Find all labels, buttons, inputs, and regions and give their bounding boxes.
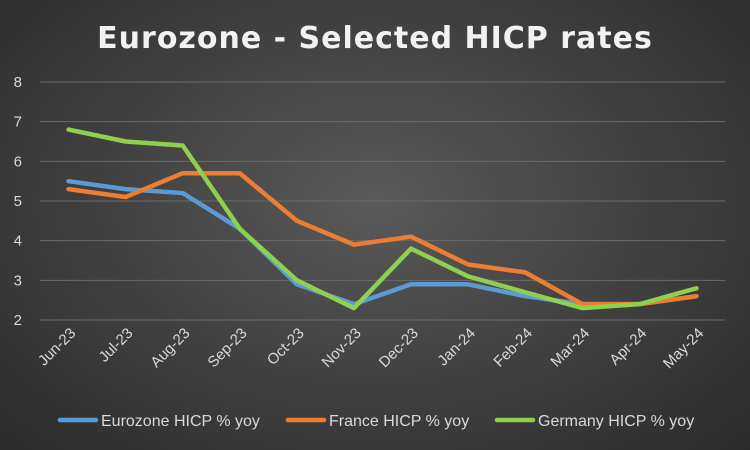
y-tick-label: 6 <box>14 153 22 170</box>
x-axis-ticks: Jun-23 Jul-23 Aug-23 Sep-23 Oct-23 Nov-23 Dec-… <box>35 325 707 372</box>
y-tick-label: 5 <box>14 193 22 210</box>
legend-label: France HICP % yoy <box>329 413 469 430</box>
x-tick-label: Jan-24 <box>434 325 478 369</box>
y-tick-label: 2 <box>14 312 22 329</box>
y-tick-label: 8 <box>14 74 22 91</box>
legend-label: Eurozone HICP % yoy <box>101 413 260 430</box>
x-tick-label: Mar-24 <box>548 325 594 371</box>
legend: Eurozone HICP % yoy France HICP % yoy Germ… <box>57 413 694 430</box>
legend-label: Germany HICP % yoy <box>538 413 694 430</box>
x-tick-label: Aug-23 <box>147 325 193 371</box>
gridlines <box>40 81 725 321</box>
x-tick-label: Apr-24 <box>606 325 650 369</box>
x-tick-label: Sep-23 <box>204 325 250 371</box>
x-tick-label: Nov-23 <box>319 325 365 371</box>
chart-title: Eurozone - Selected HICP rates <box>97 21 653 56</box>
y-axis-ticks: 2 3 4 5 6 7 8 <box>14 74 22 329</box>
x-tick-label: Jul-23 <box>96 325 137 366</box>
x-tick-label: Feb-24 <box>490 325 536 371</box>
y-tick-label: 4 <box>14 233 22 250</box>
series-lines <box>66 127 699 311</box>
x-tick-label: Dec-23 <box>376 325 422 371</box>
x-tick-label: May-24 <box>660 325 707 372</box>
x-tick-label: Jun-23 <box>35 325 79 369</box>
x-tick-label: Oct-23 <box>264 325 308 369</box>
y-tick-label: 7 <box>14 114 22 131</box>
y-tick-label: 3 <box>14 272 22 289</box>
series-line-2 <box>66 127 699 311</box>
series-line-1 <box>66 170 699 307</box>
